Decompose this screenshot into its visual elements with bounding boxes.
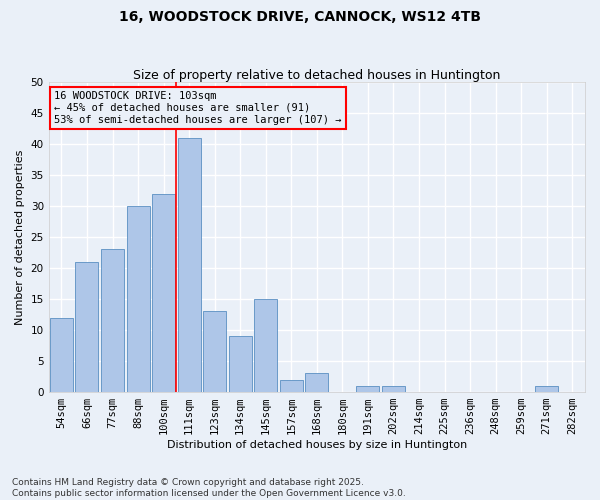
Bar [382,386,405,392]
Bar [305,374,328,392]
Bar [356,386,379,392]
Bar [50,318,73,392]
Bar [203,312,226,392]
Text: Contains HM Land Registry data © Crown copyright and database right 2025.
Contai: Contains HM Land Registry data © Crown c… [12,478,406,498]
Bar [535,386,558,392]
Bar [178,138,200,392]
Bar [229,336,252,392]
Bar [127,206,149,392]
Bar [254,299,277,392]
Title: Size of property relative to detached houses in Huntington: Size of property relative to detached ho… [133,69,500,82]
Y-axis label: Number of detached properties: Number of detached properties [15,150,25,324]
Bar [280,380,303,392]
Bar [76,262,98,392]
Text: 16, WOODSTOCK DRIVE, CANNOCK, WS12 4TB: 16, WOODSTOCK DRIVE, CANNOCK, WS12 4TB [119,10,481,24]
X-axis label: Distribution of detached houses by size in Huntington: Distribution of detached houses by size … [167,440,467,450]
Text: 16 WOODSTOCK DRIVE: 103sqm
← 45% of detached houses are smaller (91)
53% of semi: 16 WOODSTOCK DRIVE: 103sqm ← 45% of deta… [54,92,341,124]
Bar [152,194,175,392]
Bar [101,250,124,392]
